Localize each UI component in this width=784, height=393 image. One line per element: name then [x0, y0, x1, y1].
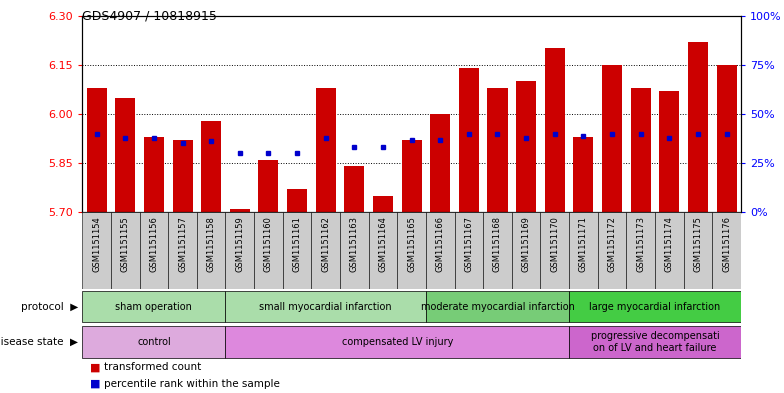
Bar [287, 189, 307, 212]
Bar [430, 114, 450, 212]
Text: GSM1151162: GSM1151162 [321, 216, 330, 272]
Text: GSM1151175: GSM1151175 [693, 216, 702, 272]
Text: GSM1151164: GSM1151164 [379, 216, 387, 272]
Text: GSM1151166: GSM1151166 [436, 216, 445, 272]
Text: ■: ■ [90, 362, 100, 373]
Bar [86, 88, 107, 212]
Bar [688, 42, 708, 212]
Bar [516, 81, 536, 212]
Bar [144, 137, 164, 212]
Text: large myocardial infarction: large myocardial infarction [590, 301, 720, 312]
Bar [401, 140, 422, 212]
Bar [259, 160, 278, 212]
Bar [717, 65, 737, 212]
Text: GSM1151167: GSM1151167 [464, 216, 474, 272]
Text: GSM1151170: GSM1151170 [550, 216, 559, 272]
Text: GSM1151159: GSM1151159 [235, 216, 245, 272]
Bar [655, 212, 684, 289]
Bar [569, 212, 597, 289]
Bar [140, 212, 169, 289]
Bar [569, 326, 741, 358]
Text: GSM1151160: GSM1151160 [264, 216, 273, 272]
Bar [115, 97, 136, 212]
Text: GSM1151172: GSM1151172 [608, 216, 616, 272]
Text: control: control [137, 337, 171, 347]
Text: GSM1151169: GSM1151169 [521, 216, 531, 272]
Bar [283, 212, 311, 289]
Text: GSM1151168: GSM1151168 [493, 216, 502, 272]
Text: GDS4907 / 10818915: GDS4907 / 10818915 [82, 10, 217, 23]
Text: compensated LV injury: compensated LV injury [342, 337, 453, 347]
Text: moderate myocardial infarction: moderate myocardial infarction [420, 301, 575, 312]
Bar [573, 137, 593, 212]
Bar [459, 68, 479, 212]
Text: GSM1151155: GSM1151155 [121, 216, 130, 272]
Bar [455, 212, 483, 289]
Bar [569, 290, 741, 322]
Bar [602, 65, 622, 212]
Text: protocol  ▶: protocol ▶ [21, 301, 78, 312]
Bar [712, 212, 741, 289]
Bar [226, 212, 254, 289]
Bar [426, 212, 455, 289]
Bar [311, 212, 340, 289]
Bar [201, 121, 221, 212]
Bar [368, 212, 397, 289]
Text: GSM1151174: GSM1151174 [665, 216, 673, 272]
Text: GSM1151173: GSM1151173 [636, 216, 645, 272]
Bar [659, 91, 679, 212]
Text: small myocardial infarction: small myocardial infarction [260, 301, 392, 312]
Bar [344, 166, 365, 212]
Bar [111, 212, 140, 289]
Text: GSM1151161: GSM1151161 [292, 216, 302, 272]
Bar [397, 212, 426, 289]
Bar [488, 88, 507, 212]
Text: disease state  ▶: disease state ▶ [0, 337, 78, 347]
Text: sham operation: sham operation [115, 301, 192, 312]
Text: ■: ■ [90, 379, 100, 389]
Bar [597, 212, 626, 289]
Bar [545, 48, 564, 212]
Bar [169, 212, 197, 289]
Bar [172, 140, 193, 212]
Bar [512, 212, 540, 289]
Text: GSM1151154: GSM1151154 [93, 216, 101, 272]
Bar [626, 212, 655, 289]
Bar [630, 88, 651, 212]
Text: GSM1151157: GSM1151157 [178, 216, 187, 272]
Text: progressive decompensati
on of LV and heart failure: progressive decompensati on of LV and he… [590, 331, 720, 353]
Text: GSM1151171: GSM1151171 [579, 216, 588, 272]
Bar [540, 212, 569, 289]
Bar [226, 290, 426, 322]
Text: transformed count: transformed count [104, 362, 201, 373]
Bar [483, 212, 512, 289]
Bar [254, 212, 283, 289]
Bar [82, 212, 111, 289]
Bar [340, 212, 368, 289]
Bar [684, 212, 712, 289]
Bar [316, 88, 336, 212]
Text: GSM1151163: GSM1151163 [350, 216, 359, 272]
Bar [373, 196, 393, 212]
Text: percentile rank within the sample: percentile rank within the sample [104, 379, 280, 389]
Text: GSM1151176: GSM1151176 [722, 216, 731, 272]
Text: GSM1151158: GSM1151158 [207, 216, 216, 272]
Bar [426, 290, 569, 322]
Bar [197, 212, 226, 289]
Bar [82, 290, 226, 322]
Text: GSM1151156: GSM1151156 [150, 216, 158, 272]
Bar [82, 326, 226, 358]
Bar [226, 326, 569, 358]
Bar [230, 209, 250, 212]
Text: GSM1151165: GSM1151165 [407, 216, 416, 272]
